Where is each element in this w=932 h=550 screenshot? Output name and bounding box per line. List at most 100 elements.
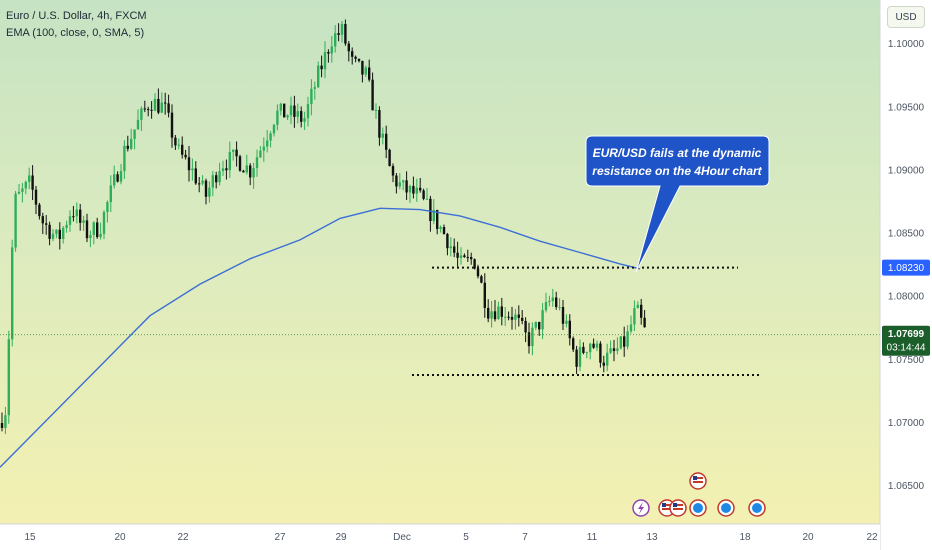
candle — [272, 123, 276, 137]
candle — [140, 106, 143, 131]
candle — [55, 229, 58, 238]
candle — [361, 60, 364, 83]
candle — [466, 249, 469, 262]
globe-event-icon[interactable] — [689, 499, 707, 517]
candle — [412, 176, 415, 199]
candlestick-series — [0, 19, 646, 435]
candle — [286, 114, 289, 121]
candle — [568, 314, 571, 346]
globe-event-icon[interactable] — [748, 499, 766, 517]
candle — [368, 59, 371, 82]
candle — [96, 217, 99, 239]
candle — [211, 171, 214, 197]
candle — [28, 167, 31, 190]
candle — [303, 111, 306, 130]
x-tick-label: 7 — [522, 532, 528, 543]
y-tick-label: 1.06500 — [888, 481, 925, 492]
candle — [422, 188, 425, 201]
candle — [449, 237, 452, 257]
candle — [524, 317, 527, 343]
candle — [381, 127, 384, 145]
candle — [204, 178, 208, 205]
candle — [572, 336, 575, 352]
candle — [300, 106, 303, 128]
candle — [198, 177, 201, 193]
candle — [215, 171, 218, 189]
candle — [527, 322, 531, 354]
candle — [419, 178, 422, 193]
candle — [113, 165, 116, 189]
candle — [500, 297, 503, 326]
candle — [157, 88, 160, 115]
candle — [599, 341, 602, 368]
candle — [269, 131, 272, 148]
candle — [109, 175, 112, 213]
candle — [72, 205, 75, 222]
candle — [184, 149, 187, 160]
candle — [62, 225, 65, 244]
candle — [238, 154, 242, 172]
x-tick-label: 15 — [24, 532, 36, 543]
candle — [276, 104, 279, 131]
candle — [232, 149, 235, 161]
candle — [14, 190, 17, 252]
candle — [388, 148, 391, 167]
candle — [119, 164, 123, 185]
ema-layer — [0, 207, 641, 468]
candle — [354, 55, 357, 63]
candle — [334, 25, 337, 53]
indicator-label[interactable]: EMA (100, close, 0, SMA, 5) — [6, 27, 145, 39]
candle — [259, 145, 262, 158]
lightning-event-icon[interactable] — [632, 499, 650, 517]
candle — [385, 125, 388, 159]
x-tick-label: 13 — [646, 532, 658, 543]
candle — [167, 94, 170, 118]
candle — [436, 209, 439, 235]
symbol-title[interactable]: Euro / U.S. Dollar, 4h, FXCM — [6, 10, 147, 22]
x-tick-label: 22 — [866, 532, 878, 543]
candle — [262, 137, 265, 162]
x-tick-label: 5 — [463, 532, 469, 543]
candle — [402, 179, 405, 191]
candle — [470, 252, 473, 265]
resistance-price-tag: 1.08230 — [882, 259, 930, 276]
candle — [510, 306, 514, 330]
x-tick-label: 29 — [335, 532, 347, 543]
y-tick-label: 1.08000 — [888, 292, 925, 303]
candle — [187, 146, 191, 182]
candle — [147, 106, 150, 117]
candle — [313, 81, 316, 100]
candle — [177, 138, 180, 150]
candle — [551, 288, 554, 307]
candle — [585, 351, 588, 359]
candle — [595, 340, 599, 352]
candle — [633, 300, 636, 332]
time-axis-panel[interactable] — [0, 524, 880, 550]
last-price-tag: 1.07699 03:14:44 — [882, 325, 930, 356]
candle — [344, 19, 347, 46]
candle — [640, 298, 643, 325]
candle — [306, 96, 310, 127]
candle — [235, 141, 238, 167]
candle — [130, 128, 133, 151]
candle — [616, 337, 619, 355]
candle — [456, 241, 459, 267]
currency-button[interactable]: USD — [887, 6, 925, 28]
us-flag-event-icon[interactable] — [669, 499, 687, 517]
candle — [398, 173, 401, 190]
candle — [208, 181, 211, 203]
y-tick-label: 1.07000 — [888, 418, 925, 429]
candle — [364, 65, 367, 77]
candle — [548, 295, 551, 307]
candle — [160, 92, 163, 114]
us-flag-event-icon[interactable] — [689, 472, 707, 490]
x-tick-label: Dec — [393, 532, 411, 543]
candle — [85, 213, 89, 243]
candle — [136, 109, 140, 130]
candle — [395, 173, 398, 194]
candle — [351, 47, 354, 65]
candle — [283, 103, 286, 118]
globe-event-icon[interactable] — [717, 499, 735, 517]
